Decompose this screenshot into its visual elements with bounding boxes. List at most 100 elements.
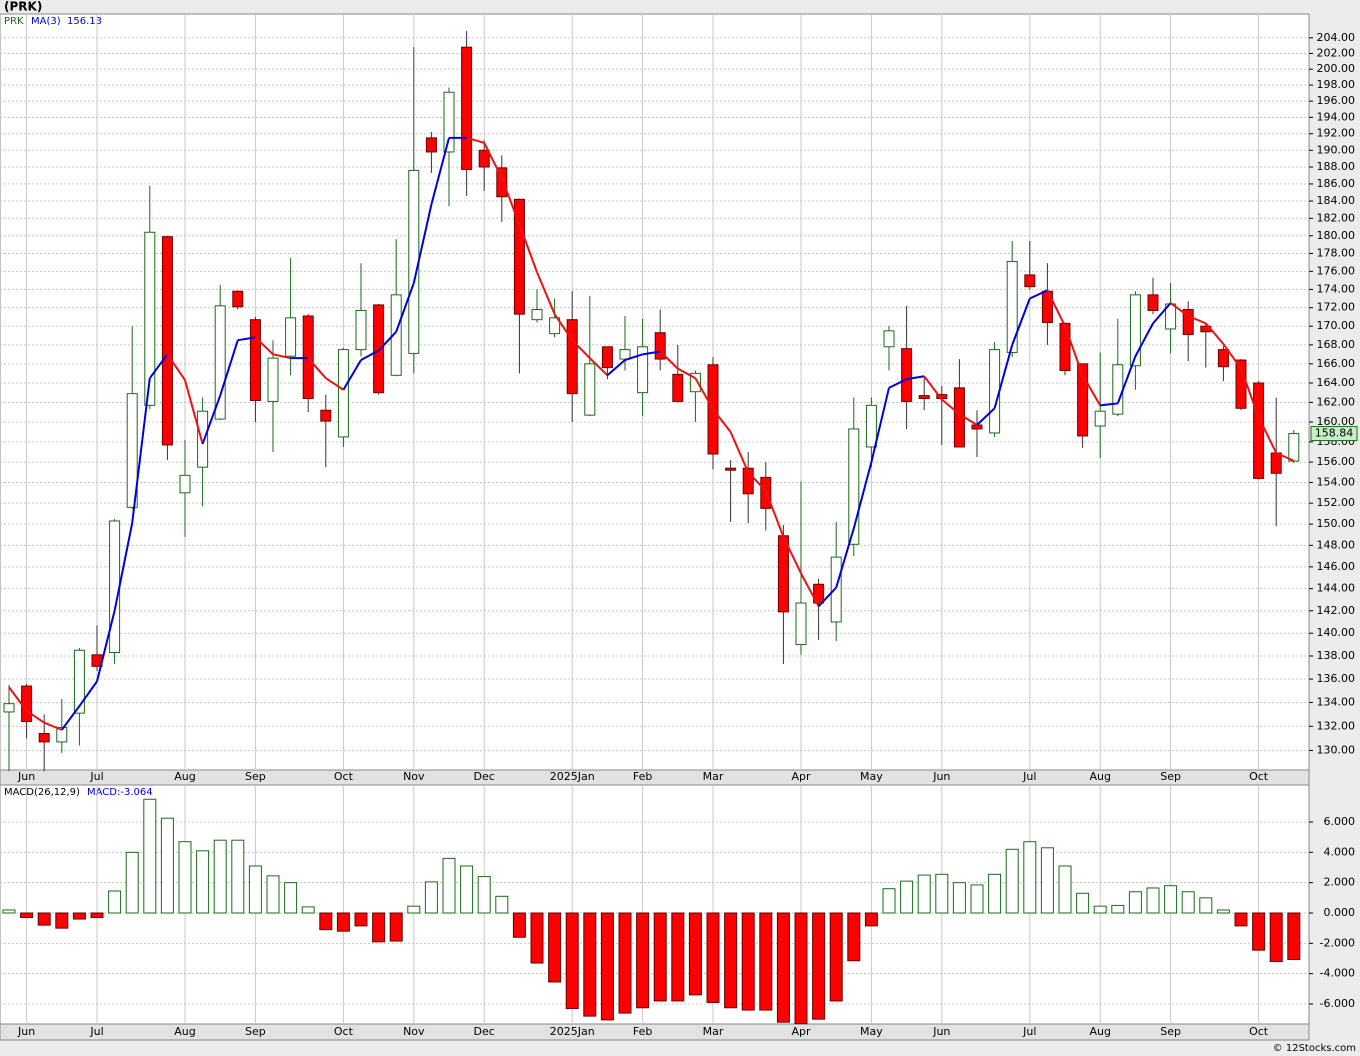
candle-body: [1059, 322, 1071, 372]
macd-bar: [618, 912, 632, 1014]
ma-segment: [483, 142, 503, 179]
y-tick-label: 180.00: [1317, 229, 1356, 242]
chart-title: (PRK): [4, 0, 42, 14]
macd-bar: [424, 881, 438, 914]
ma-segment: [677, 367, 696, 380]
x-tick-label: Jun: [17, 770, 35, 783]
ma-segment: [201, 395, 222, 445]
ma-segment: [272, 353, 291, 360]
ma-segment: [113, 522, 134, 611]
ma-segment: [642, 350, 661, 356]
macd-bar: [495, 895, 509, 914]
y-tick-label: 184.00: [1317, 194, 1356, 207]
ma-segment: [589, 357, 609, 377]
y-tick-label: 172.00: [1317, 301, 1356, 314]
candle-body: [320, 409, 332, 422]
ma-segment: [1275, 452, 1295, 462]
macd-bar: [1216, 909, 1230, 914]
candle-body: [21, 685, 33, 722]
candle-body: [601, 346, 613, 369]
ma-segment: [412, 204, 433, 284]
macd-bar: [1093, 905, 1107, 914]
y-tick-label: 2.000: [1324, 876, 1356, 889]
candle-body: [373, 304, 385, 394]
candle-body: [777, 535, 789, 613]
ma-segment: [96, 610, 116, 682]
macd-bar: [1005, 848, 1019, 914]
ma-segment: [1187, 315, 1207, 325]
ma-segment: [624, 353, 643, 361]
x-tick-label: Jun: [17, 1025, 35, 1038]
macd-bar: [1058, 865, 1072, 914]
ma-segment: [254, 336, 274, 356]
ma-segment: [659, 350, 679, 370]
x-tick-label: Sep: [1160, 1025, 1181, 1038]
candle-body: [1288, 433, 1300, 462]
x-tick-label: Nov: [403, 770, 425, 783]
y-tick-label: 186.00: [1317, 177, 1356, 190]
x-tick-label: Sep: [245, 770, 266, 783]
macd-bar: [864, 912, 878, 927]
candle-body: [496, 167, 508, 198]
ma-segment: [1134, 322, 1154, 357]
ma-segment: [606, 359, 626, 377]
ma-segment: [800, 572, 820, 607]
x-tick-label: Jul: [89, 770, 103, 783]
candle-body: [742, 467, 754, 495]
x-tick-label: Mar: [703, 1025, 724, 1038]
macd-bar: [301, 906, 315, 914]
y-tick-label: 198.00: [1317, 78, 1356, 91]
ma-segment: [518, 224, 538, 273]
ma-segment: [377, 331, 397, 352]
y-tick-label: 0.000: [1324, 906, 1356, 919]
ma-segment: [906, 375, 925, 381]
y-tick-label: 200.00: [1317, 62, 1356, 75]
y-tick-label: 146.00: [1317, 560, 1356, 573]
macd-bar: [776, 912, 790, 1023]
candle-body: [390, 294, 402, 376]
macd-bar: [600, 912, 614, 1021]
y-tick-label: 204.00: [1317, 31, 1356, 44]
candle-body: [918, 395, 930, 400]
candle-body: [197, 410, 209, 468]
ma-segment: [307, 357, 327, 379]
macd-bar: [935, 873, 949, 914]
ma-segment: [1064, 325, 1084, 376]
macd-bar: [90, 912, 104, 919]
ma-segment: [1029, 289, 1048, 300]
y-tick-label: 194.00: [1317, 110, 1356, 123]
candle-body: [109, 520, 121, 654]
ma-segment: [694, 377, 714, 410]
macd-bar: [759, 912, 773, 1011]
ma-segment: [536, 271, 556, 315]
macd-bar: [671, 912, 685, 1002]
last-price-box: [1310, 426, 1358, 442]
macd-bar: [829, 912, 843, 1002]
candle-body: [144, 231, 156, 406]
candle-body: [584, 363, 596, 416]
candle-body: [689, 372, 701, 393]
macd-bar: [706, 912, 720, 1003]
ma-segment: [782, 536, 802, 574]
macd-bar: [970, 884, 984, 914]
ma-segment: [360, 349, 380, 361]
ma-segment: [852, 461, 873, 529]
candle-body: [232, 290, 244, 308]
y-tick-label: 138.00: [1317, 649, 1356, 662]
macd-bar: [477, 876, 491, 914]
y-tick-label: 156.00: [1317, 455, 1356, 468]
ma-segment: [923, 375, 943, 401]
x-tick-label: Aug: [1089, 770, 1110, 783]
candle-body: [1024, 274, 1036, 288]
macd-title: MACD(26,12,9): [4, 787, 80, 798]
y-tick-label: 6.000: [1324, 815, 1356, 828]
macd-bar: [1023, 841, 1037, 914]
ma-segment: [1170, 302, 1189, 317]
candle-body: [1182, 309, 1194, 336]
macd-bar: [1040, 847, 1054, 914]
macd-bar: [37, 912, 51, 926]
ma-segment: [553, 313, 574, 341]
x-tick-label: Aug: [174, 770, 195, 783]
ma-segment: [1116, 355, 1137, 404]
y-tick-label: 182.00: [1317, 211, 1356, 224]
